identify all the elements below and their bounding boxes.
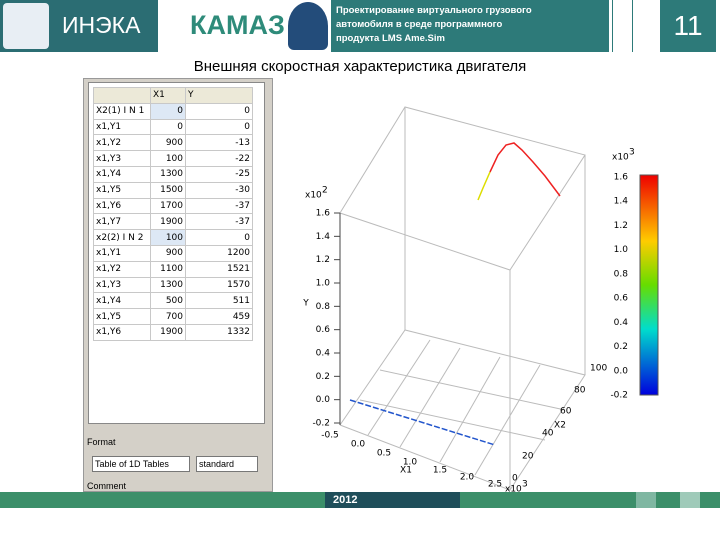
- x1-tick-label: 1.5: [433, 466, 447, 476]
- x1-tick-label: 1.0: [403, 458, 418, 468]
- colorbar-tick-label: 1.6: [614, 173, 629, 183]
- format-select[interactable]: Table of 1D Tables: [92, 456, 190, 472]
- brand: КАМАЗ: [190, 10, 285, 40]
- logo-text: ИНЭКА: [62, 12, 141, 38]
- x1-tick-label: 0.5: [377, 449, 391, 459]
- z-tick-label: 0.4: [316, 349, 331, 359]
- year: 2012: [325, 492, 460, 508]
- z-tick-label: 1.0: [316, 279, 331, 289]
- project-line: Проектирование виртуального грузового: [336, 5, 532, 16]
- corner-cell: [93, 87, 151, 104]
- scale-exp: 3: [629, 148, 635, 158]
- z-tick-label: 0.2: [316, 372, 330, 382]
- x2-tick-label: 100: [590, 364, 607, 374]
- colorbar-tick-label: 0.4: [614, 318, 629, 328]
- plot-box: [339, 106, 586, 491]
- table-row: x1,Y6 1900 1332: [93, 323, 253, 341]
- x2-tick-label: 60: [560, 407, 572, 417]
- z-tick-label: 0.8: [316, 302, 331, 312]
- x2-tick-label: 20: [522, 452, 534, 462]
- table-row: x1,Y2 900 -13: [93, 134, 253, 152]
- footer-square: [680, 492, 700, 508]
- z-tick-label: 0.6: [316, 325, 331, 335]
- colorbar-tick-label: 1.0: [614, 245, 629, 255]
- colorbar-tick-label: 1.4: [614, 197, 629, 207]
- axis-label: X1: [400, 466, 412, 476]
- table-row: x1,Y7 1900 -37: [93, 213, 253, 231]
- divider: [632, 0, 633, 52]
- curve: [477, 171, 491, 201]
- inека-logo: [3, 3, 49, 49]
- z-tick-label: 1.4: [316, 232, 331, 242]
- column-header: X1: [150, 87, 186, 104]
- column-header: Y: [185, 87, 253, 104]
- x1-tick-label: 2.0: [460, 473, 475, 483]
- slide-number: 11: [660, 0, 716, 52]
- scale-base: x10: [505, 485, 522, 495]
- format-select[interactable]: standard: [196, 456, 258, 472]
- z-tick-label: 0.0: [316, 395, 331, 405]
- axis-label: Y: [302, 299, 309, 309]
- table-row: x1,Y5 700 459: [93, 308, 253, 325]
- colorbar-tick-label: 0.2: [614, 342, 628, 352]
- cell: 1900: [150, 323, 186, 341]
- x2-tick-label: 0: [512, 474, 518, 484]
- footer-square: [636, 492, 656, 508]
- cell: 1332: [185, 323, 253, 341]
- z-tick-label: 1.6: [316, 209, 331, 219]
- colorbar-tick-label: 1.2: [614, 221, 628, 231]
- z-tick-label: 1.2: [316, 255, 330, 265]
- scale-exp: 2: [322, 186, 328, 196]
- table-row: x1,Y3 100 -22: [93, 150, 253, 167]
- x2-tick-label: 80: [574, 386, 586, 396]
- colorbar: [639, 174, 659, 396]
- table-row: x1,Y1 0 0: [93, 118, 253, 136]
- scale-exp: 3: [522, 480, 528, 490]
- table-row: x1,Y3 1300 1570: [93, 276, 253, 294]
- x1-tick-label: 0.0: [351, 440, 366, 450]
- slide-title: Внешняя скоростная характеристика двигат…: [193, 58, 527, 75]
- x1-tick-label: -0.5: [321, 431, 339, 441]
- curve: [489, 142, 561, 197]
- axis-label: X2: [554, 421, 566, 431]
- table-row: x2(2) I N 2 100 0: [93, 229, 253, 246]
- project-line: продукта LMS Ame.Sim: [336, 33, 445, 44]
- project-text: Проектирование виртуального грузового авт…: [336, 4, 532, 46]
- x1-tick-label: 2.5: [488, 480, 502, 490]
- colorbar-tick-label: 0.0: [614, 366, 629, 376]
- scale-base: x10: [305, 191, 322, 201]
- colorbar-tick-label: 0.8: [614, 269, 629, 279]
- project-box: [331, 0, 609, 52]
- format-label: Format: [87, 437, 116, 447]
- project-line: автомобиля в среде программного: [336, 19, 503, 30]
- divider: [612, 0, 613, 52]
- comment-label: Comment: [87, 481, 127, 491]
- x2-tick-label: 40: [542, 429, 554, 439]
- colorbar-tick-label: 0.6: [614, 294, 629, 304]
- data-table: X1 Y X2(1) I N 1 0 0 x1,Y1 0 0 x1,Y2 900 -13 x1,Y3 1…: [93, 87, 253, 341]
- table-header: X1 Y: [93, 87, 253, 104]
- kamaz-logo: [288, 2, 328, 50]
- curve: [349, 399, 496, 446]
- colorbar-tick-label: -0.2: [610, 391, 628, 401]
- scale-base: x10: [612, 153, 629, 163]
- z-tick-label: -0.2: [312, 419, 330, 429]
